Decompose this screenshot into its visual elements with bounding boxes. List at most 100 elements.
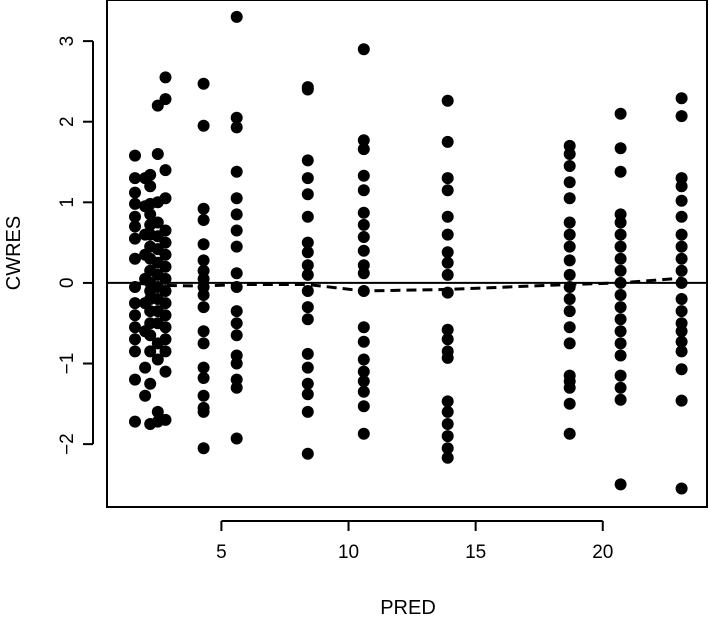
- smooth-trend-line: [134, 276, 682, 293]
- data-point: [675, 482, 688, 495]
- data-point: [614, 216, 627, 229]
- data-point: [441, 268, 454, 281]
- data-point: [197, 119, 210, 132]
- data-point: [197, 337, 210, 350]
- data-point: [441, 395, 454, 408]
- x-tick-label: 20: [592, 542, 613, 563]
- data-point: [230, 192, 243, 205]
- data-point: [151, 216, 164, 229]
- data-point: [614, 240, 627, 253]
- data-point: [441, 94, 454, 107]
- data-point: [301, 301, 314, 314]
- data-point: [230, 240, 243, 253]
- data-point: [301, 285, 314, 297]
- x-axis: 5 10 15 20: [216, 520, 613, 563]
- data-point: [357, 43, 370, 56]
- data-point: [129, 345, 141, 358]
- data-point: [159, 164, 172, 177]
- data-point: [129, 172, 141, 185]
- data-point: [357, 218, 370, 231]
- data-point: [357, 244, 370, 257]
- data-point: [159, 260, 172, 273]
- data-point: [614, 165, 627, 178]
- data-point: [441, 228, 454, 241]
- data-point: [675, 92, 688, 105]
- data-point: [197, 301, 210, 314]
- x-tick-label: 10: [338, 542, 359, 563]
- data-point: [159, 285, 172, 297]
- data-point: [159, 93, 172, 106]
- y-tick-label: 2: [57, 116, 78, 127]
- data-point: [563, 293, 576, 305]
- data-point: [675, 394, 688, 407]
- data-point: [614, 252, 627, 265]
- data-point: [159, 365, 172, 378]
- data-point: [159, 321, 172, 334]
- data-point: [129, 309, 141, 322]
- data-point: [159, 192, 172, 205]
- data-point: [159, 224, 172, 237]
- data-point: [301, 405, 314, 418]
- data-point: [357, 134, 370, 147]
- data-point: [675, 110, 688, 123]
- data-point: [129, 186, 141, 199]
- data-point: [563, 192, 576, 205]
- data-point: [230, 329, 243, 342]
- data-point: [301, 172, 314, 185]
- data-point: [357, 400, 370, 413]
- data-point: [129, 415, 141, 428]
- data-point: [357, 353, 370, 366]
- data-point: [357, 321, 370, 334]
- data-point: [675, 194, 688, 207]
- data-point: [441, 210, 454, 223]
- data-point: [230, 165, 243, 178]
- data-point: [129, 297, 141, 310]
- y-tick-label: 3: [57, 36, 78, 47]
- data-point: [230, 432, 243, 445]
- x-axis-title: PRED: [380, 597, 436, 619]
- data-point: [614, 228, 627, 241]
- data-point: [675, 210, 688, 223]
- data-point: [159, 236, 172, 249]
- data-point: [230, 208, 243, 221]
- data-point: [301, 83, 314, 96]
- data-point: [197, 405, 210, 418]
- y-tick-label: −1: [57, 353, 78, 375]
- data-point: [144, 345, 157, 358]
- data-point: [144, 168, 157, 181]
- data-point: [614, 264, 627, 277]
- data-point: [230, 10, 243, 23]
- data-point: [441, 351, 454, 364]
- data-point: [159, 297, 172, 310]
- data-point: [230, 317, 243, 330]
- data-point: [563, 397, 576, 410]
- data-point: [441, 451, 454, 464]
- data-point: [614, 142, 627, 155]
- data-point: [614, 337, 627, 350]
- data-point: [144, 180, 157, 193]
- data-point: [441, 172, 454, 185]
- data-point: [197, 214, 210, 226]
- data-point: [301, 313, 314, 326]
- data-point: [441, 135, 454, 148]
- data-point: [675, 180, 688, 193]
- data-point: [357, 427, 370, 440]
- data-point: [563, 148, 576, 160]
- data-point: [159, 71, 172, 84]
- data-point: [357, 143, 370, 156]
- y-axis: −2 −1 0 1 2 3: [57, 36, 94, 455]
- data-point: [129, 210, 141, 223]
- data-point: [441, 323, 454, 336]
- data-point: [563, 337, 576, 350]
- data-point: [301, 377, 314, 390]
- x-tick-label: 5: [216, 542, 227, 563]
- data-point: [230, 357, 243, 370]
- data-point: [151, 405, 164, 418]
- data-point: [129, 149, 141, 162]
- data-point: [144, 329, 157, 342]
- data-point: [357, 335, 370, 348]
- data-point: [441, 418, 454, 430]
- data-point: [159, 309, 172, 322]
- y-axis-title: CWRES: [3, 216, 25, 290]
